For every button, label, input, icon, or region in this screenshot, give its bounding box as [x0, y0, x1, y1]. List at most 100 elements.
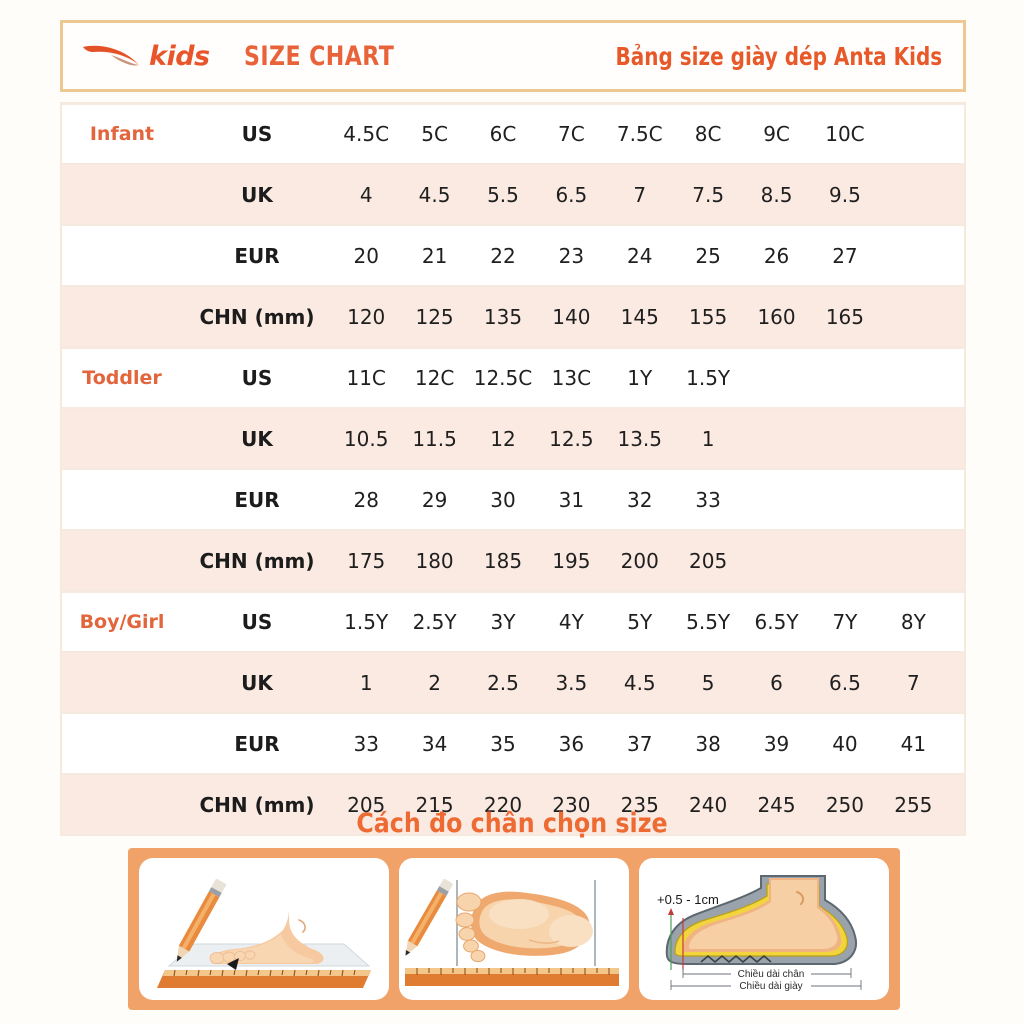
size-cell: 175	[347, 548, 386, 573]
table-row: EUR 20 21 22 23 24 25 26 27	[62, 226, 964, 287]
size-cell: 8C	[694, 122, 722, 146]
header-bar: kids SIZE CHART Bảng size giày dép Anta …	[60, 20, 966, 92]
size-cell: 7.5C	[616, 122, 663, 146]
size-cell: 34	[421, 731, 448, 756]
size-cell: 1.5Y	[344, 610, 389, 634]
table-row: CHN (mm) 120 125 135 140 145 155 160 165	[62, 287, 964, 348]
table-row: UK 1 2 2.5 3.5 4.5 5 6 6.5 7	[62, 653, 964, 714]
header-subtitle: Bảng size giày dép Anta Kids	[615, 41, 942, 71]
size-cell: 3.5	[555, 670, 588, 695]
size-cell: 31	[558, 487, 585, 512]
size-cell: 120	[347, 304, 386, 329]
allowance-label: +0.5 - 1cm	[657, 892, 719, 907]
size-cell: 140	[552, 304, 591, 329]
row-values: 175 180 185 195 200 205	[332, 531, 964, 590]
size-cell: 4.5	[418, 182, 451, 207]
size-cell: 7	[633, 182, 647, 207]
metric-label: EUR	[234, 487, 280, 512]
size-cell: 230	[552, 792, 591, 817]
metric-label: CHN (mm)	[199, 548, 315, 573]
size-cell: 7C	[558, 122, 585, 146]
size-cell: 240	[689, 792, 728, 817]
size-cell: 125	[415, 304, 454, 329]
size-cell: 4	[359, 182, 373, 207]
size-cell: 39	[763, 731, 790, 756]
size-cell: 12C	[414, 366, 455, 390]
size-cell: 13C	[551, 366, 592, 390]
table-row: Boy/Girl US 1.5Y 2.5Y 3Y 4Y 5Y 5.5Y 6.5Y 7Y 8Y	[62, 592, 964, 653]
metric-label: UK	[241, 182, 273, 207]
size-cell: 28	[353, 487, 379, 512]
size-cell: 6.5	[829, 670, 861, 695]
size-cell: 3Y	[490, 610, 516, 634]
anta-swoosh-icon	[81, 41, 143, 71]
row-values: 1 2 2.5 3.5 4.5 5 6 6.5 7	[332, 653, 964, 712]
row-values: 33 34 35 36 37 38 39 40 41	[332, 714, 964, 773]
table-row: CHN (mm) 175 180 185 195 200 205	[62, 531, 964, 592]
row-values: 4 4.5 5.5 6.5 7 7.5 8.5 9.5	[332, 165, 964, 224]
size-cell: 220	[483, 792, 523, 817]
size-cell: 160	[757, 304, 796, 329]
size-cell: 27	[832, 243, 858, 268]
size-cell: 5.5	[487, 182, 519, 207]
size-cell: 35	[490, 731, 516, 756]
table-row: Toddler US 11C 12C 12.5C 13C 1Y 1.5Y	[62, 348, 964, 409]
size-cell: 25	[695, 243, 721, 268]
table-row: EUR 28 29 30 31 32 33	[62, 470, 964, 531]
row-values: 28 29 30 31 32 33	[332, 470, 964, 529]
size-cell: 245	[757, 792, 796, 817]
table-row: Infant US 4.5C 5C 6C 7C 7.5C 8C 9C 10C	[62, 104, 964, 165]
size-cell: 145	[620, 304, 659, 329]
size-cell: 8.5	[760, 182, 793, 207]
foot-length-label: Chiều dài chân	[738, 968, 805, 980]
size-cell: 2	[428, 670, 441, 695]
metric-label: US	[241, 366, 273, 390]
size-cell: 37	[627, 731, 653, 756]
size-cell: 8Y	[900, 610, 926, 634]
row-values: 120 125 135 140 145 155 160 165	[332, 287, 964, 346]
size-cell: 4.5	[623, 670, 656, 695]
size-cell: 4Y	[558, 610, 584, 634]
size-cell: 21	[421, 243, 448, 268]
size-cell: 12	[490, 426, 516, 451]
row-values: 10.5 11.5 12 12.5 13.5 1	[332, 409, 964, 468]
group-label-toddler: Toddler	[82, 367, 162, 389]
group-label-infant: Infant	[89, 123, 155, 145]
size-cell: 215	[415, 792, 454, 817]
size-cell: 7	[906, 670, 920, 695]
size-cell: 24	[627, 243, 653, 268]
size-cell: 11C	[346, 366, 386, 390]
size-cell: 2.5Y	[412, 610, 457, 634]
size-cell: 255	[894, 792, 933, 817]
size-cell: 12.5C	[473, 366, 533, 390]
shoe-length-label: Chiều dài giày	[739, 980, 802, 992]
metric-label: CHN (mm)	[199, 304, 315, 329]
size-cell: 20	[353, 243, 379, 268]
size-cell: 10C	[825, 122, 865, 146]
metric-label: UK	[241, 426, 273, 451]
size-cell: 38	[695, 731, 721, 756]
size-cell: 200	[620, 548, 659, 573]
size-table: Infant US 4.5C 5C 6C 7C 7.5C 8C 9C 10C UK 4 4.5 5.5 6.…	[60, 102, 966, 836]
foot-side-trace-illustration	[139, 858, 389, 1000]
size-cell: 36	[558, 731, 585, 756]
group-label-boy-girl: Boy/Girl	[79, 611, 165, 633]
size-cell: 9.5	[829, 182, 861, 207]
metric-label: US	[241, 610, 273, 634]
size-cell: 6.5Y	[754, 610, 799, 634]
size-cell: 5Y	[627, 610, 653, 634]
size-cell: 23	[558, 243, 585, 268]
metric-label: EUR	[234, 243, 280, 268]
table-row: UK 4 4.5 5.5 6.5 7 7.5 8.5 9.5	[62, 165, 964, 226]
size-cell: 2.5	[487, 670, 519, 695]
size-cell: 135	[483, 304, 523, 329]
row-values: 205 215 220 230 235 240 245 250 255	[332, 775, 964, 834]
shoe-fit-diagram: +0.5 - 1cm Chiều dài chân Chiều dài giày	[639, 858, 889, 1000]
metric-label: UK	[241, 670, 273, 695]
size-cell: 250	[825, 792, 865, 817]
footprint-measure-illustration	[399, 858, 629, 1000]
size-cell: 180	[415, 548, 454, 573]
row-values: 1.5Y 2.5Y 3Y 4Y 5Y 5.5Y 6.5Y 7Y 8Y	[332, 593, 964, 651]
size-cell: 5.5Y	[686, 610, 731, 634]
